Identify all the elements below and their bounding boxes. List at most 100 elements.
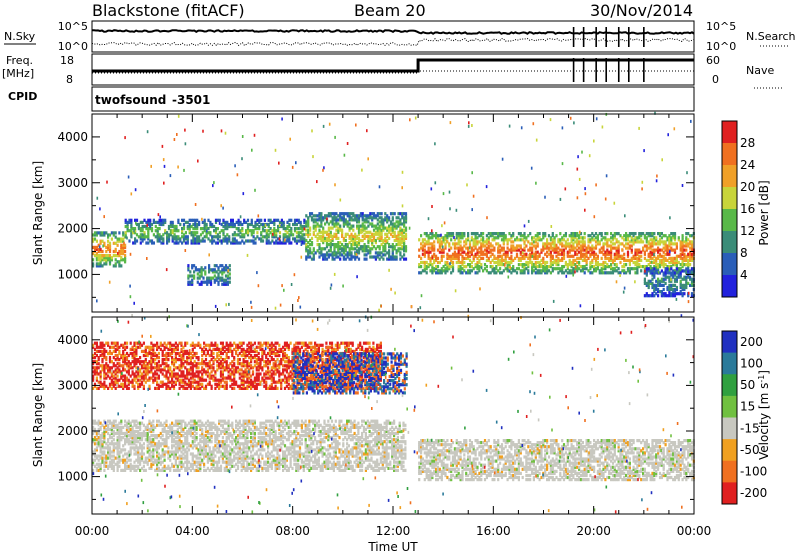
echo-cell [236,438,240,442]
echo-cell [108,233,112,237]
echo-cell [562,248,566,252]
echo-cell [521,263,524,267]
echo-cell [395,257,398,261]
echo-cell [365,216,368,220]
echo-cell [172,454,176,458]
echo-cell [318,230,321,234]
echo-cell [242,458,245,462]
echo-cell [371,241,374,245]
echo-cell [440,267,443,271]
echo-cell [613,252,616,256]
echo-cell [286,224,289,229]
echo-cell [329,230,332,234]
echo-cell [485,238,488,242]
echo-cell [118,458,121,462]
echo-cell [184,440,187,444]
echo-cell [471,124,473,127]
echo-cell [238,419,241,423]
echo-cell [269,218,272,222]
echo-cell [107,450,110,454]
echo-cell [540,258,543,262]
echo-cell [506,260,509,265]
echo-cell [250,239,253,243]
echo-cell [673,271,677,275]
echo-cell [200,280,203,284]
echo-cell [200,272,203,276]
echo-cell [640,258,643,262]
echo-cell [242,454,245,458]
echo-cell [529,246,532,250]
echo-cell [341,249,344,253]
echo-cell [591,246,594,250]
echo-cell [189,444,192,448]
echo-cell [549,265,552,269]
echo-cell [429,258,432,262]
echo-cell [350,232,353,236]
echo-cell [134,239,137,243]
echo-cell [127,421,130,425]
echo-cell [598,263,601,267]
echo-cell [238,436,241,440]
echo-cell [420,234,423,238]
echo-cell [160,235,163,239]
echo-cell [689,254,692,258]
echo-cell [297,231,300,235]
echo-cell [103,438,106,442]
echo-cell [101,436,104,440]
echo-cell [468,246,471,250]
echo-cell [129,450,132,454]
echo-cell [179,239,182,243]
echo-cell [253,419,256,423]
echo-cell [386,251,389,255]
echo-cell [131,446,134,450]
echo-cell [164,229,167,233]
echo-cell [574,265,577,269]
echo-cell [189,427,192,431]
echo-cell [198,268,201,272]
echo-cell [118,438,121,442]
echo-cell [523,252,526,256]
echo-cell [175,239,178,243]
echo-cell [500,260,504,265]
echo-cell [649,254,652,258]
echo-cell [120,431,123,436]
echo-cell [467,124,470,128]
echo-cell [568,254,571,258]
echo-cell [546,260,549,265]
echo-cell [675,267,678,271]
echo-cell [668,275,671,279]
echo-cell [403,238,406,243]
echo-cell [433,252,436,256]
echo-cell [156,448,159,452]
echo-cell [566,238,569,242]
echo-cell [144,458,147,462]
echo-cell [542,236,545,240]
echo-cell [139,423,142,427]
echo-cell [206,423,209,427]
echo-cell [163,466,166,470]
echo-cell [93,450,97,454]
echo-cell [208,456,211,460]
echo-cell [371,255,374,259]
echo-cell [551,238,554,242]
echo-cell [290,241,293,245]
echo-cell [148,421,151,425]
echo-cell [461,246,464,250]
echo-cell [552,299,555,303]
echo-cell [231,442,234,446]
echo-cell [248,466,251,470]
echo-cell [553,236,556,240]
echo-cell [593,139,595,143]
echo-cell [448,254,451,258]
echo-cell [689,283,692,287]
echo-cell [651,267,654,271]
echo-cell [380,220,383,224]
echo-cell [515,244,519,248]
echo-cell [246,452,249,456]
echo-cell [352,247,355,251]
echo-cell [589,265,592,269]
echo-cell [657,248,660,252]
echo-cell [248,440,251,444]
echo-cell [574,250,577,254]
echo-cell [474,254,477,258]
